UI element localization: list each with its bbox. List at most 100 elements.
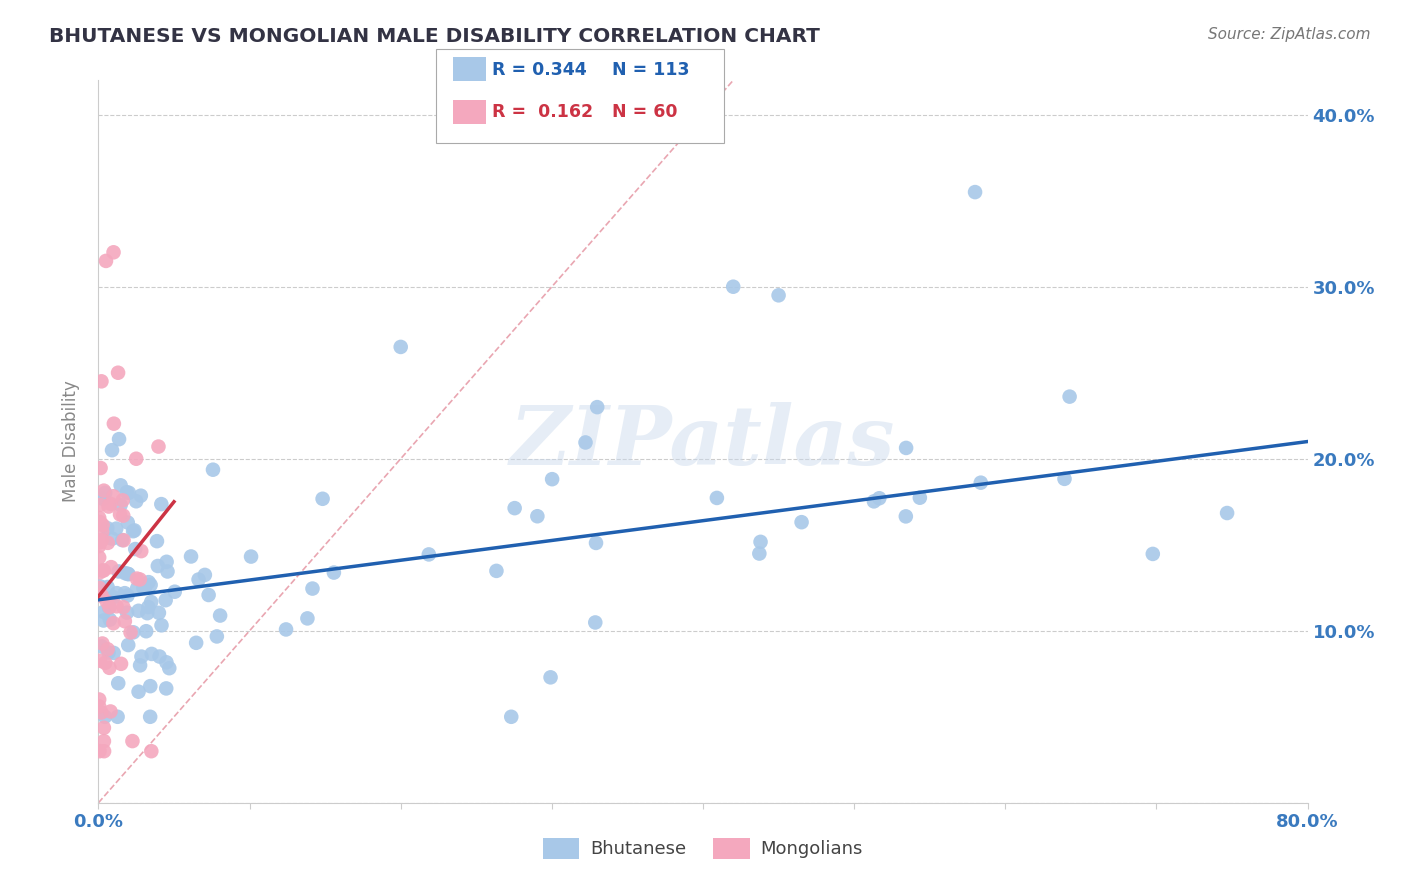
Point — [868, 491, 890, 506]
Point — [122, 524, 145, 539]
Point — [94, 486, 117, 500]
Point — [148, 649, 170, 664]
Point — [114, 614, 136, 628]
Point — [93, 614, 115, 628]
Text: R =  0.162: R = 0.162 — [492, 103, 593, 121]
Point — [156, 565, 179, 579]
Point — [155, 555, 177, 569]
Point — [89, 511, 111, 525]
Point — [117, 589, 139, 603]
Point — [89, 654, 111, 668]
Point — [98, 613, 121, 627]
Point — [124, 542, 146, 557]
Point — [114, 586, 136, 600]
Point — [157, 661, 180, 675]
Point — [89, 498, 111, 512]
Point — [91, 518, 114, 533]
Point — [205, 629, 228, 643]
Point — [93, 483, 115, 498]
Point — [197, 588, 219, 602]
Point — [148, 606, 170, 620]
Point — [89, 535, 111, 549]
Point — [139, 710, 162, 724]
Point — [120, 625, 142, 640]
Point — [585, 536, 607, 550]
Point — [110, 498, 132, 512]
Point — [93, 734, 115, 748]
Point — [135, 624, 157, 639]
Point — [127, 581, 149, 595]
Point — [134, 581, 156, 595]
Point — [201, 463, 224, 477]
Point — [485, 564, 508, 578]
Point — [103, 616, 125, 631]
Point — [129, 658, 152, 673]
Point — [97, 580, 120, 594]
Point — [100, 560, 122, 574]
Point — [501, 710, 523, 724]
Text: R = 0.344: R = 0.344 — [492, 61, 586, 78]
Point — [970, 475, 993, 490]
Point — [894, 509, 917, 524]
Point — [894, 441, 917, 455]
Point — [389, 340, 412, 354]
Point — [107, 676, 129, 690]
Legend: Bhutanese, Mongolians: Bhutanese, Mongolians — [536, 830, 870, 866]
Point — [94, 710, 117, 724]
Point — [108, 432, 131, 446]
Point — [418, 548, 440, 562]
Point — [118, 485, 141, 500]
Point — [908, 491, 931, 505]
Point — [112, 600, 135, 615]
Point — [155, 593, 177, 607]
Point — [97, 642, 120, 657]
Point — [89, 550, 111, 565]
Point — [101, 532, 124, 546]
Point — [541, 472, 564, 486]
Point — [114, 566, 136, 581]
Point — [146, 534, 169, 549]
Point — [583, 615, 606, 630]
Point — [965, 185, 987, 199]
Point — [301, 582, 323, 596]
Point — [107, 565, 129, 579]
Point — [322, 566, 344, 580]
Point — [115, 606, 138, 620]
Point — [125, 572, 148, 586]
Point — [1053, 472, 1076, 486]
Y-axis label: Male Disability: Male Disability — [62, 381, 80, 502]
Point — [89, 699, 111, 714]
Point — [101, 443, 124, 458]
Point — [706, 491, 728, 505]
Point — [89, 692, 111, 706]
Point — [89, 566, 111, 580]
Point — [89, 588, 111, 602]
Point — [111, 493, 134, 508]
Point — [503, 501, 526, 516]
Point — [112, 508, 135, 523]
Point — [155, 656, 177, 670]
Point — [139, 679, 162, 693]
Point — [150, 618, 173, 632]
Point — [131, 649, 153, 664]
Point — [1059, 390, 1081, 404]
Point — [110, 478, 132, 492]
Point — [98, 661, 121, 675]
Point — [105, 586, 128, 600]
Point — [89, 744, 111, 758]
Point — [141, 744, 163, 758]
Point — [128, 684, 150, 698]
Point — [105, 522, 128, 536]
Point — [91, 636, 114, 650]
Point — [93, 564, 115, 578]
Point — [117, 566, 139, 581]
Point — [128, 573, 150, 587]
Point — [194, 568, 217, 582]
Point — [103, 245, 125, 260]
Point — [91, 563, 114, 577]
Point — [90, 640, 112, 654]
Point — [107, 366, 129, 380]
Point — [121, 734, 143, 748]
Point — [1216, 506, 1239, 520]
Point — [111, 533, 134, 547]
